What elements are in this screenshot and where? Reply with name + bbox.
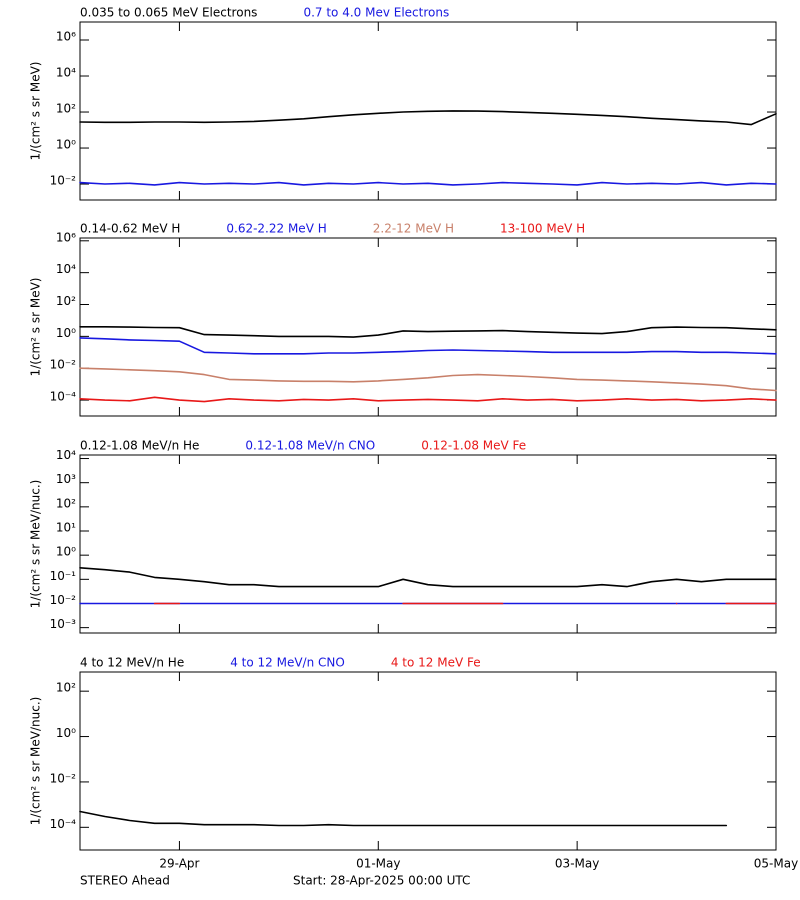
y-axis-label: 1/(cm² s sr MeV) (29, 278, 43, 377)
series-line (79, 326, 777, 338)
legend-entry: 0.12-1.08 MeV/n CNO (245, 439, 375, 453)
legend-entry: 0.7 to 4.0 Mev Electrons (303, 6, 449, 20)
series-line (79, 567, 777, 588)
y-tick-label: 10⁶ (56, 230, 76, 244)
legend-entry: 0.14-0.62 MeV H (80, 222, 180, 236)
y-tick-label: 10² (56, 496, 76, 510)
x-tick-label: 05-May (754, 857, 798, 871)
y-tick-label: 10² (56, 681, 76, 695)
legend-entry: 4 to 12 MeV Fe (391, 656, 481, 670)
y-axis-label: 1/(cm² s sr MeV/nuc.) (29, 697, 43, 826)
y-tick-label: 10⁰ (56, 326, 76, 340)
y-tick-label: 10² (56, 294, 76, 308)
series-line (79, 367, 777, 392)
y-tick-label: 10⁰ (56, 726, 76, 740)
plot-frame (79, 21, 777, 201)
legend-entry: 2.2-12 MeV H (373, 222, 454, 236)
y-tick-label: 10⁶ (56, 30, 76, 44)
y-tick-label: 10⁴ (56, 448, 76, 462)
y-tick-label: 10⁴ (56, 262, 76, 276)
legend-entry: 0.12-1.08 MeV/n He (80, 439, 199, 453)
y-axis-label: 1/(cm² s sr MeV/nuc.) (29, 480, 43, 609)
y-tick-label: 10⁻² (50, 593, 77, 607)
y-tick-label: 10⁻² (50, 174, 77, 188)
y-tick-label: 10⁻⁴ (50, 390, 77, 404)
x-tick-label: 01-May (356, 857, 400, 871)
legend-entry: 13-100 MeV H (500, 222, 585, 236)
plot-frame (79, 671, 777, 851)
y-axis-label: 1/(cm² s sr MeV) (29, 62, 43, 161)
series-line (79, 810, 728, 827)
legend-entry: 0.62-2.22 MeV H (226, 222, 326, 236)
legend-entry: 4 to 12 MeV/n CNO (230, 656, 345, 670)
legend-entry: 0.035 to 0.065 MeV Electrons (80, 6, 257, 20)
footer-source: STEREO Ahead (80, 874, 170, 888)
y-tick-label: 10⁻⁴ (50, 817, 77, 831)
footer-start: Start: 28-Apr-2025 00:00 UTC (293, 874, 470, 888)
y-tick-label: 10⁻³ (50, 617, 77, 631)
y-tick-label: 10⁴ (56, 66, 76, 80)
y-tick-label: 10⁻² (50, 771, 77, 785)
series-line (79, 337, 777, 355)
y-tick-label: 10⁰ (56, 138, 76, 152)
series-line (79, 181, 777, 186)
plot-frame (79, 454, 777, 634)
y-tick-label: 10¹ (56, 521, 76, 535)
series-line (79, 110, 777, 126)
y-tick-label: 10⁰ (56, 545, 76, 559)
y-tick-label: 10² (56, 102, 76, 116)
x-tick-label: 03-May (555, 857, 599, 871)
y-tick-label: 10⁻¹ (50, 569, 77, 583)
legend-entry: 0.12-1.08 MeV Fe (421, 439, 526, 453)
y-tick-label: 10⁻² (50, 358, 77, 372)
legend-entry: 4 to 12 MeV/n He (80, 656, 184, 670)
y-tick-label: 10³ (56, 472, 76, 486)
series-line (79, 396, 777, 403)
x-tick-label: 29-Apr (159, 857, 199, 871)
